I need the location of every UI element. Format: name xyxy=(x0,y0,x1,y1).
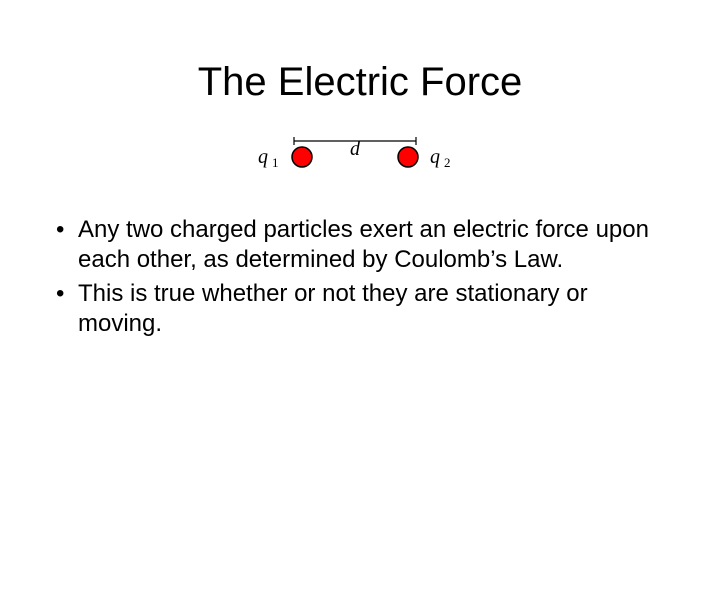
bullet-item: This is true whether or not they are sta… xyxy=(50,279,670,339)
charge-right-icon xyxy=(398,147,418,167)
q1-subscript: 1 xyxy=(272,155,279,170)
charge-left-icon xyxy=(292,147,312,167)
bullet-list: Any two charged particles exert an elect… xyxy=(50,215,670,339)
slide: The Electric Force d q 1 q 2 Any two cha… xyxy=(0,60,720,600)
q2-label: q xyxy=(430,146,440,168)
slide-title: The Electric Force xyxy=(0,60,720,105)
q1-label: q xyxy=(258,146,268,168)
charge-diagram: d q 1 q 2 xyxy=(0,125,720,185)
bullet-item: Any two charged particles exert an elect… xyxy=(50,215,670,275)
diagram-svg: d q 1 q 2 xyxy=(230,125,490,185)
distance-label: d xyxy=(350,138,361,160)
q2-subscript: 2 xyxy=(444,155,451,170)
